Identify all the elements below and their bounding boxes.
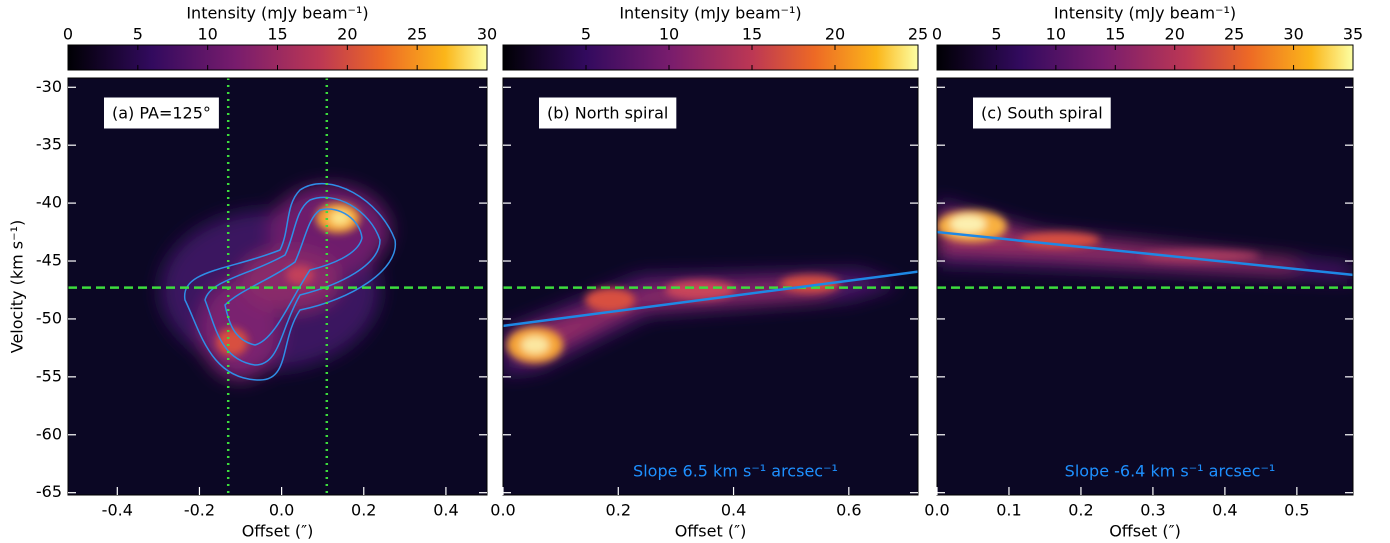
plot-frame	[502, 77, 919, 496]
x-tick-label: 0.4	[433, 501, 458, 520]
x-tick-label: 0.2	[606, 501, 631, 520]
y-tick-label: -30	[36, 77, 62, 96]
x-axis-label: Offset (″)	[675, 522, 747, 541]
x-tick-label: 0.0	[924, 501, 949, 520]
colorbar-tick-label: 35	[1343, 25, 1363, 44]
y-axis-label: Velocity (km s⁻¹)	[8, 220, 27, 353]
y-tick-label: -60	[36, 424, 62, 443]
x-tick-label: 0.2	[1068, 501, 1093, 520]
colorbar-tick-label: 10	[659, 25, 679, 44]
colorbar-label: Intensity (mJy beam⁻¹)	[1054, 4, 1236, 23]
panel-label-box	[973, 97, 1111, 129]
x-tick-label: 0.4	[721, 501, 746, 520]
y-tick-label: -40	[36, 193, 62, 212]
x-tick-label: 0.1	[996, 501, 1021, 520]
plot-frame	[67, 77, 488, 496]
x-tick-label: 0.2	[351, 501, 376, 520]
x-tick-label: 0.6	[836, 501, 861, 520]
x-axis-label: Offset (″)	[1109, 522, 1181, 541]
colorbar-tick-label: 10	[1046, 25, 1066, 44]
colorbar-label: Intensity (mJy beam⁻¹)	[619, 4, 801, 23]
slope-annotation: Slope 6.5 km s⁻¹ arcsec⁻¹	[633, 462, 838, 481]
colorbar-tick-label: 25	[407, 25, 427, 44]
x-tick-label: -0.2	[184, 501, 215, 520]
colorbar-tick-label: 20	[337, 25, 357, 44]
panel-label: (c) South spiral	[981, 104, 1103, 123]
panel-label-box	[539, 97, 677, 129]
y-tick-label: -35	[36, 135, 62, 154]
x-tick-label: 0.4	[1212, 501, 1237, 520]
colorbar-tick-label: 30	[1283, 25, 1303, 44]
y-tick-label: -45	[36, 251, 62, 270]
colorbar-tick-label: 20	[825, 25, 845, 44]
x-tick-label: 0.3	[1140, 501, 1165, 520]
x-tick-label: 0.0	[490, 501, 515, 520]
image-b	[503, 78, 918, 495]
colorbar-tick-label: 15	[267, 25, 287, 44]
colorbar-tick-label: 5	[133, 25, 143, 44]
x-tick-label: 0.5	[1284, 501, 1309, 520]
colorbar-tick-label: 20	[1165, 25, 1185, 44]
panel-label: (a) PA=125°	[112, 104, 211, 123]
colorbar	[502, 44, 919, 71]
colorbar-tick-label: 25	[1224, 25, 1244, 44]
image-a	[68, 78, 487, 495]
colorbar-tick-label: 25	[908, 25, 928, 44]
colorbar-tick-label: 15	[742, 25, 762, 44]
x-tick-label: 0.0	[269, 501, 294, 520]
colorbar-tick-label: 15	[1105, 25, 1125, 44]
y-tick-label: -65	[36, 482, 62, 501]
y-tick-label: -50	[36, 308, 62, 327]
plot-frame	[936, 77, 1354, 496]
colorbar-tick-label: 5	[991, 25, 1001, 44]
fit-line	[936, 230, 1354, 277]
colorbar-tick-label: 10	[197, 25, 217, 44]
colorbar-tick-label: 0	[63, 25, 73, 44]
colorbar-tick-label: 5	[581, 25, 591, 44]
colorbar-tick-label: 0	[932, 25, 942, 44]
fit-line	[502, 270, 919, 328]
colorbar-tick-label: 30	[477, 25, 497, 44]
x-tick-label: -0.4	[102, 501, 133, 520]
slope-annotation: Slope -6.4 km s⁻¹ arcsec⁻¹	[1065, 462, 1276, 481]
y-tick-label: -55	[36, 366, 62, 385]
panel-label-box	[104, 97, 219, 129]
colorbar	[936, 44, 1354, 71]
x-axis-label: Offset (″)	[242, 522, 314, 541]
panel-label: (b) North spiral	[547, 104, 668, 123]
colorbar-label: Intensity (mJy beam⁻¹)	[186, 4, 368, 23]
